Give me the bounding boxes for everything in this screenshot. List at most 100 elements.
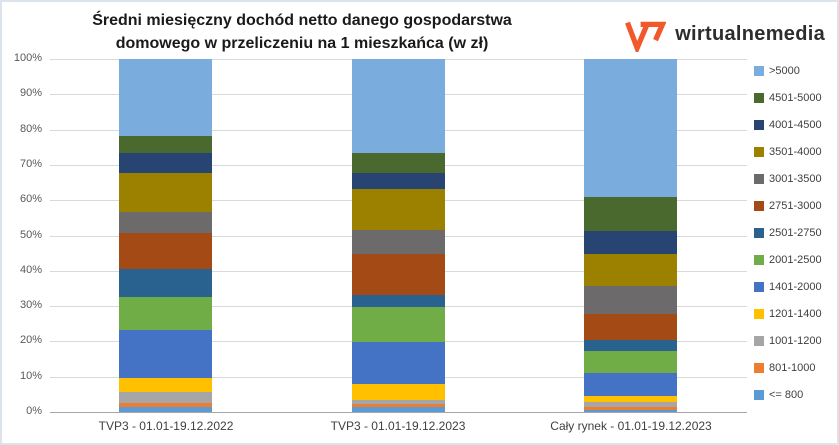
bar-segment-2751-3000 [584,313,677,340]
legend-swatch-icon [754,254,764,265]
legend-label: <= 800 [769,388,804,401]
legend-item: 2001-2500 [754,253,822,266]
bar-segment-1001-1200 [119,391,212,404]
bar-segment-4001-4500 [119,152,212,174]
bar-segment-1201-1400 [352,384,445,400]
bar-segment-1401-2000 [119,329,212,379]
bar-segment-4001-4500 [352,173,445,189]
bar-segment-4501-5000 [119,136,212,153]
wirtualnemedia-logo: wirtualnemedia [624,16,825,52]
bar-segment-3501-4000 [119,173,212,212]
legend-swatch-icon [754,362,764,373]
chart-title-line1: Średni miesięczny dochód netto danego go… [92,12,512,29]
legend-swatch-icon [754,200,764,211]
legend-swatch-icon [754,92,764,103]
bar-segment-2001-2500 [584,351,677,374]
bar-segment-801-1000 [352,403,445,408]
bar-segment-2001-2500 [352,306,445,343]
legend-item: 4001-4500 [754,118,822,131]
legend-item: 3001-3500 [754,172,822,185]
bar-segment--5000 [119,59,212,137]
y-tick-label: 20% [19,334,42,347]
bar-segment-4501-5000 [584,197,677,231]
legend-swatch-icon [754,173,764,184]
x-category-label: TVP3 - 01.01-19.12.2023 [330,419,466,433]
bar-segment-3501-4000 [352,188,445,230]
bar-segment-3501-4000 [584,253,677,287]
legend-item: >5000 [754,64,800,77]
legend-item: <= 800 [754,388,803,401]
x-category-label: TVP3 - 01.01-19.12.2022 [98,419,234,433]
legend-item: 1201-1400 [754,307,822,320]
legend-label: 1001-1200 [769,334,822,347]
bar-segment-1001-1200 [352,399,445,404]
bar-segment-2751-3000 [119,233,212,270]
bar-segment-1401-2000 [352,342,445,385]
x-category-label: Cały rynek - 01.01-19.12.2023 [550,419,712,433]
y-tick-label: 30% [19,299,42,312]
legend-swatch-icon [754,119,764,130]
bar-segment-3001-3500 [584,286,677,314]
legend-label: 1201-1400 [769,307,822,320]
y-tick-label: 70% [19,157,42,170]
bar-segment--800 [352,407,445,412]
legend-label: 2001-2500 [769,253,822,266]
legend-swatch-icon [754,227,764,238]
y-tick-label: 90% [19,87,42,100]
legend-label: 4501-5000 [769,91,822,104]
wm-logo-icon [625,21,667,52]
bar-segment-2501-2750 [119,269,212,297]
legend-label: 801-1000 [769,361,816,374]
legend-item: 2751-3000 [754,199,822,212]
bar-segment--800 [584,409,677,412]
legend-label: 2501-2750 [769,226,822,239]
y-tick-label: 0% [26,405,42,417]
legend-item: 1401-2000 [754,280,822,293]
bar-segment-1201-1400 [584,395,677,402]
legend-swatch-icon [754,281,764,292]
legend-label: 3501-4000 [769,145,822,158]
bar-segment-2501-2750 [584,339,677,352]
bar-segment-1401-2000 [584,373,677,396]
bar-segment-2001-2500 [119,296,212,330]
bar-segment-3001-3500 [352,229,445,254]
legend-item: 801-1000 [754,361,816,374]
legend-item: 3501-4000 [754,145,822,158]
chart-title-line2: domowego w przeliczeniu na 1 mieszkańca … [115,35,489,52]
y-tick-label: 10% [19,369,42,382]
bar-segment-3001-3500 [119,211,212,234]
legend-label: 2751-3000 [769,199,822,212]
y-tick-label: 50% [19,228,42,241]
bar-segment--5000 [584,59,677,198]
legend-label: 3001-3500 [769,172,822,185]
y-tick-label: 40% [19,263,42,276]
legend-swatch-icon [754,146,764,157]
legend-label: 4001-4500 [769,118,822,131]
x-axis-line [50,412,747,413]
legend-label: 1401-2000 [769,280,822,293]
y-tick-label: 100% [13,52,42,64]
legend-label: >5000 [769,64,800,77]
legend-swatch-icon [754,389,764,400]
bar-segment-4001-4500 [584,230,677,254]
bar-segment-4501-5000 [352,152,445,174]
legend-item: 1001-1200 [754,334,822,347]
bar-segment-1201-1400 [119,378,212,392]
bar-segment-2751-3000 [352,253,445,296]
bar-segment--5000 [352,59,445,153]
y-tick-label: 80% [19,122,42,135]
legend-item: 4501-5000 [754,91,822,104]
bar-segment-801-1000 [584,407,677,410]
plot-area [50,59,747,413]
y-tick-label: 60% [19,193,42,206]
legend-item: 2501-2750 [754,226,822,239]
legend-swatch-icon [754,308,764,319]
legend-swatch-icon [754,335,764,346]
legend-swatch-icon [754,65,764,76]
bar-segment--800 [119,407,212,412]
bar-segment-2501-2750 [352,295,445,307]
logo-text: wirtualnemedia [675,22,825,45]
bar-segment-1001-1200 [584,401,677,408]
chart-title: Średni miesięczny dochód netto danego go… [42,9,562,55]
